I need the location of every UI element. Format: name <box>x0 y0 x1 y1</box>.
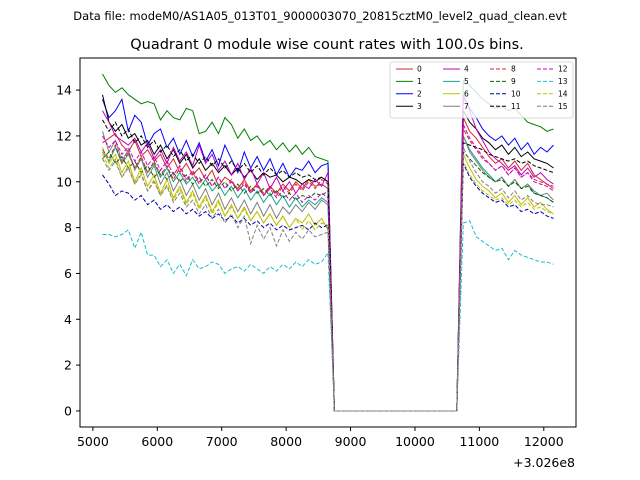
series-line-14 <box>102 154 554 412</box>
y-tick-label: 8 <box>64 220 72 235</box>
legend-label-14: 14 <box>558 89 568 98</box>
x-tick-label: 9000 <box>335 434 367 449</box>
series-line-12 <box>102 124 554 412</box>
legend-label-11: 11 <box>511 102 521 111</box>
legend-box <box>389 61 574 119</box>
legend-label-9: 9 <box>511 77 516 86</box>
series-line-6 <box>102 147 554 412</box>
chart-title: Quadrant 0 module wise count rates with … <box>130 37 524 53</box>
legend-label-7: 7 <box>464 102 469 111</box>
legend-label-2: 2 <box>417 89 422 98</box>
y-tick-label: 2 <box>64 358 72 373</box>
y-tick-label: 0 <box>64 403 72 418</box>
plot-area <box>102 73 554 412</box>
series-line-15 <box>102 147 554 412</box>
series-line-7 <box>102 131 554 412</box>
x-tick-label: 12000 <box>524 434 564 449</box>
x-tick-label: 7000 <box>206 434 238 449</box>
x-offset-label: +3.026e8 <box>513 455 575 470</box>
series-line-11 <box>102 119 554 412</box>
axes-frame <box>79 57 577 428</box>
y-tick-label: 14 <box>56 83 72 98</box>
legend-label-13: 13 <box>558 77 568 86</box>
series-line-13 <box>102 220 554 412</box>
x-tick-label: 5000 <box>77 434 109 449</box>
legend-label-12: 12 <box>558 65 568 74</box>
series-line-4 <box>102 94 554 412</box>
suptitle: Data file: modeM0/AS1A05_013T01_90000030… <box>73 9 567 23</box>
y-tick-label: 4 <box>64 312 72 327</box>
legend-label-5: 5 <box>464 77 469 86</box>
y-tick-label: 12 <box>56 128 72 143</box>
legend-label-0: 0 <box>417 65 422 74</box>
legend-label-1: 1 <box>417 77 422 86</box>
legend-label-10: 10 <box>511 89 521 98</box>
legend-label-3: 3 <box>417 102 422 111</box>
legend-label-15: 15 <box>558 102 568 111</box>
y-tick-label: 10 <box>56 174 72 189</box>
legend-label-6: 6 <box>464 89 469 98</box>
x-tick-label: 11000 <box>459 434 499 449</box>
x-tick-label: 10000 <box>395 434 435 449</box>
x-tick-label: 8000 <box>270 434 302 449</box>
series-line-10 <box>102 163 554 412</box>
x-tick-label: 6000 <box>141 434 173 449</box>
legend-label-4: 4 <box>464 65 469 74</box>
y-tick-label: 6 <box>64 266 72 281</box>
axes: 5000 6000 7000 8000 9000 10000 11000 12000 0 2 4 6 8… <box>56 57 577 449</box>
legend-label-8: 8 <box>511 65 516 74</box>
series-line-0 <box>102 117 554 412</box>
